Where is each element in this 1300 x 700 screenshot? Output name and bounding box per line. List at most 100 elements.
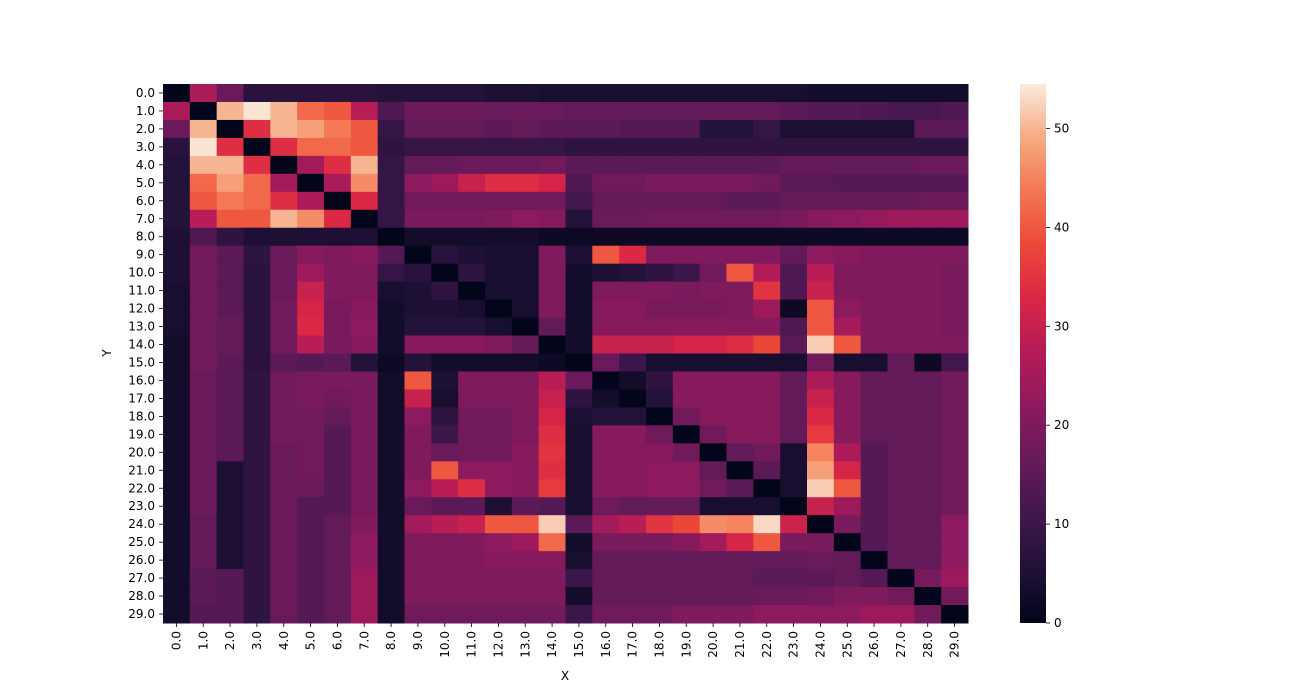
heatmap-cell <box>511 299 540 319</box>
y-tick-label: 28.0 <box>128 589 155 603</box>
heatmap-cell <box>726 479 754 498</box>
heatmap-cell <box>565 515 593 534</box>
x-tick-label: 20.0 <box>706 631 720 658</box>
heatmap-cell <box>592 497 620 516</box>
heatmap-cell <box>216 497 244 516</box>
heatmap-cell <box>485 119 513 139</box>
heatmap-cell <box>485 515 513 534</box>
heatmap-cell <box>189 497 218 516</box>
heatmap-cell <box>377 443 405 462</box>
heatmap-cell <box>672 263 701 283</box>
heatmap-cell <box>324 281 352 301</box>
heatmap-cell <box>753 317 781 337</box>
heatmap-cell <box>726 407 754 426</box>
heatmap-cell <box>297 353 325 372</box>
x-tick-label: 28.0 <box>921 631 935 658</box>
y-tick-label: 26.0 <box>128 553 155 567</box>
heatmap-cell <box>270 533 298 552</box>
x-tick-label: 18.0 <box>652 631 666 658</box>
heatmap-cell <box>538 605 566 624</box>
heatmap-cell <box>780 551 808 570</box>
heatmap-cell <box>780 299 808 319</box>
heatmap-cell <box>270 84 298 103</box>
heatmap-cell <box>565 101 593 121</box>
heatmap-cell <box>189 605 218 624</box>
heatmap-cell <box>216 371 244 390</box>
heatmap-cell <box>672 443 701 462</box>
heatmap-cell <box>485 353 513 372</box>
heatmap-cell <box>216 299 244 319</box>
heatmap-cell <box>833 587 862 606</box>
heatmap-cell <box>860 119 888 139</box>
heatmap-cell <box>377 263 405 283</box>
heatmap-cell <box>565 137 593 157</box>
heatmap-cell <box>377 227 405 247</box>
heatmap-cell <box>619 299 647 319</box>
heatmap-cell <box>511 443 540 462</box>
heatmap-cell <box>270 209 298 229</box>
heatmap-cell <box>538 425 566 444</box>
heatmap-cell <box>377 335 405 354</box>
heatmap-cell <box>726 515 754 534</box>
heatmap-cell <box>458 119 486 139</box>
heatmap-cell <box>324 84 352 103</box>
heatmap-cell <box>619 389 647 408</box>
heatmap-cell <box>699 479 727 498</box>
heatmap-cell <box>189 371 218 390</box>
heatmap-cell <box>646 227 674 247</box>
heatmap-cell <box>458 281 486 301</box>
heatmap-cell <box>807 425 835 444</box>
heatmap-cell <box>324 317 352 337</box>
heatmap-cell <box>860 173 888 193</box>
heatmap-cell <box>538 173 566 193</box>
heatmap-cell <box>404 84 432 103</box>
heatmap-cell <box>860 569 888 588</box>
heatmap-cell <box>780 425 808 444</box>
heatmap-cell <box>350 389 379 408</box>
heatmap-cell <box>592 335 620 354</box>
heatmap-cell <box>243 569 271 588</box>
heatmap-cell <box>538 407 566 426</box>
heatmap-cell <box>672 245 701 265</box>
heatmap-cell <box>377 605 405 624</box>
heatmap-cell <box>297 263 325 283</box>
heatmap-cell <box>431 101 459 121</box>
heatmap-cell <box>350 569 379 588</box>
heatmap-cell <box>726 84 754 103</box>
heatmap-cell <box>458 551 486 570</box>
heatmap-cell <box>672 209 701 229</box>
heatmap-cell <box>914 335 942 354</box>
heatmap-cell <box>646 497 674 516</box>
heatmap-cell <box>163 101 191 121</box>
y-tick-label: 22.0 <box>128 481 155 495</box>
heatmap-cell <box>404 209 432 229</box>
y-tick-label: 24.0 <box>128 517 155 531</box>
heatmap-cell <box>485 101 513 121</box>
heatmap-cell <box>216 245 244 265</box>
heatmap-cell <box>646 263 674 283</box>
heatmap-cell <box>887 101 915 121</box>
heatmap-cell <box>216 263 244 283</box>
heatmap-cell <box>807 533 835 552</box>
heatmap-cell <box>297 407 325 426</box>
heatmap-cell <box>619 101 647 121</box>
heatmap-cell <box>887 587 915 606</box>
heatmap-cell <box>163 479 191 498</box>
heatmap-cell <box>350 443 379 462</box>
heatmap-cell <box>887 389 915 408</box>
heatmap-cell <box>270 119 298 139</box>
heatmap-cell <box>780 209 808 229</box>
heatmap-cell <box>780 371 808 390</box>
heatmap-cell <box>914 443 942 462</box>
heatmap-cell <box>726 497 754 516</box>
heatmap-cell <box>458 299 486 319</box>
heatmap-cell <box>458 497 486 516</box>
heatmap-cell <box>350 209 379 229</box>
heatmap-cell <box>753 407 781 426</box>
heatmap-cell <box>538 227 566 247</box>
heatmap-cell <box>753 281 781 301</box>
heatmap-cell <box>941 137 969 157</box>
heatmap-cell <box>941 191 969 211</box>
y-tick-label: 20.0 <box>128 445 155 459</box>
heatmap-cell <box>216 209 244 229</box>
